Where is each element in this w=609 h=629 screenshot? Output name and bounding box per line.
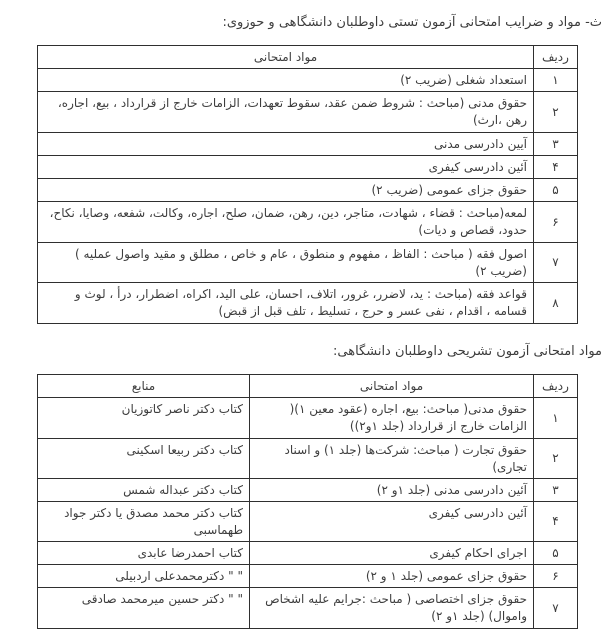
table-row: ۳ آئین دادرسی مدنی (جلد ۱و ۲) کتاب دکتر …: [37, 478, 578, 502]
subject-cell: آئین دادرسی مدنی (جلد ۱و ۲): [249, 478, 534, 502]
source-cell: " " دکتر حسین میرمحمد صادقی: [37, 587, 250, 629]
subject-cell: آئین دادرسی کیفری: [249, 501, 534, 542]
source-cell: کتاب دکتر عبداله شمس: [37, 478, 250, 502]
subject-cell: حقوق مدنی (مباحث : شروط ضمن عقد، سقوط تع…: [37, 91, 534, 133]
column-header-row-number: ردیف: [533, 374, 578, 398]
table-row: ۵ اجرای احکام کیفری کتاب احمدرضا عابدی: [37, 541, 578, 565]
row-number-cell: ۶: [533, 564, 578, 588]
source-cell: کتاب دکتر محمد مصدق یا دکتر جواد طهماسبی: [37, 501, 250, 542]
column-header-row-number: ردیف: [533, 45, 578, 69]
subject-cell: حقوق مدنی( مباحث: بیع، اجاره (عقود معین …: [249, 397, 534, 439]
row-number-cell: ۴: [533, 155, 578, 179]
subject-cell: اجرای احکام کیفری: [249, 541, 534, 565]
row-number-cell: ۱: [533, 68, 578, 92]
table-row: ۳ آیین دادرسی مدنی: [37, 132, 578, 156]
subject-cell: لمعه(مباحث : قضاء ، شهادت، متاجر، دین، ر…: [37, 201, 534, 243]
table-row: ۲ حقوق تجارت ( مباحث: شرکت‌ها (جلد ۱) و …: [37, 438, 578, 479]
row-number-cell: ۳: [533, 478, 578, 502]
table-row: ۱ حقوق مدنی( مباحث: بیع، اجاره (عقود معی…: [37, 397, 578, 439]
row-number-cell: ۵: [533, 541, 578, 565]
table-row: ۷ حقوق جزای اختصاصی ( مباحث :جرایم علیه …: [37, 587, 578, 629]
column-header-source: منابع: [37, 374, 250, 398]
row-number-cell: ۵: [533, 178, 578, 202]
row-number-cell: ۲: [533, 91, 578, 133]
table-row: ۲ حقوق مدنی (مباحث : شروط ضمن عقد، سقوط …: [37, 91, 578, 133]
subject-cell: حقوق تجارت ( مباحث: شرکت‌ها (جلد ۱) و اس…: [249, 438, 534, 479]
row-number-cell: ۷: [533, 587, 578, 629]
column-header-subject: مواد امتحانی: [37, 45, 534, 69]
source-cell: کتاب دکتر ناصر کاتوزیان: [37, 397, 250, 439]
section-title-essay-exam: مواد امتحانی آزمون تشریحی داوطلبان دانشگ…: [333, 344, 602, 359]
table-header-row: ردیف مواد امتحانی منابع: [37, 374, 578, 398]
source-cell: کتاب احمدرضا عابدی: [37, 541, 250, 565]
table-row: ۷ اصول فقه ( مباحث : الفاظ ، مفهوم و منط…: [37, 242, 578, 283]
subject-cell: آئین دادرسی کیفری: [37, 155, 534, 179]
source-cell: کتاب دکتر ربیعا اسکینی: [37, 438, 250, 479]
row-number-cell: ۳: [533, 132, 578, 156]
table-header-row: ردیف مواد امتحانی: [37, 45, 578, 69]
subject-cell: حقوق جزای عمومی (جلد ۱ و ۲): [249, 564, 534, 588]
row-number-cell: ۸: [533, 282, 578, 324]
section-title-multiple-choice-exam: ث- مواد و ضرایب امتحانی آزمون تستی داوطل…: [222, 15, 602, 30]
table-row: ۴ آئین دادرسی کیفری: [37, 155, 578, 179]
table-row: ۴ آئین دادرسی کیفری کتاب دکتر محمد مصدق …: [37, 501, 578, 542]
table-row: ۵ حقوق جزای عمومی (ضریب ۲): [37, 178, 578, 202]
source-cell: " " دکترمحمدعلی اردبیلی: [37, 564, 250, 588]
row-number-cell: ۶: [533, 201, 578, 243]
subject-cell: حقوق جزای عمومی (ضریب ۲): [37, 178, 534, 202]
row-number-cell: ۲: [533, 438, 578, 479]
column-header-subject: مواد امتحانی: [249, 374, 534, 398]
table-row: ۶ حقوق جزای عمومی (جلد ۱ و ۲) " " دکترمح…: [37, 564, 578, 588]
row-number-cell: ۷: [533, 242, 578, 283]
subject-cell: استعداد شغلی (ضریب ۲): [37, 68, 534, 92]
table-row: ۱ استعداد شغلی (ضریب ۲): [37, 68, 578, 92]
table-row: ۶ لمعه(مباحث : قضاء ، شهادت، متاجر، دین،…: [37, 201, 578, 243]
subject-cell: قواعد فقه (مباحث : ید، لاضرر، غرور، اتلا…: [37, 282, 534, 324]
subject-cell: حقوق جزای اختصاصی ( مباحث :جرایم علیه اش…: [249, 587, 534, 629]
row-number-cell: ۱: [533, 397, 578, 439]
subject-cell: آیین دادرسی مدنی: [37, 132, 534, 156]
row-number-cell: ۴: [533, 501, 578, 542]
table-row: ۸ قواعد فقه (مباحث : ید، لاضرر، غرور، ات…: [37, 282, 578, 324]
subject-cell: اصول فقه ( مباحث : الفاظ ، مفهوم و منطوق…: [37, 242, 534, 283]
essay-exam-subjects-table: ردیف مواد امتحانی منابع ۱ حقوق مدنی( مبا…: [37, 374, 578, 629]
multiple-choice-exam-subjects-table: ردیف مواد امتحانی ۱ استعداد شغلی (ضریب ۲…: [37, 45, 578, 324]
